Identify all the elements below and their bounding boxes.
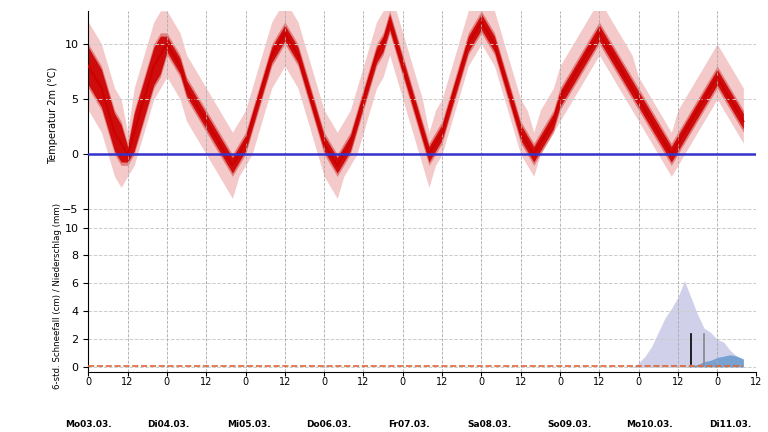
- Text: Mi05.03.: Mi05.03.: [227, 419, 270, 429]
- Text: Mo03.03.: Mo03.03.: [65, 419, 111, 429]
- Text: Do06.03.: Do06.03.: [306, 419, 352, 429]
- Text: Sa08.03.: Sa08.03.: [467, 419, 511, 429]
- Text: Di04.03.: Di04.03.: [147, 419, 190, 429]
- Y-axis label: Temperatur 2m (°C): Temperatur 2m (°C): [48, 67, 58, 164]
- Text: Mo10.03.: Mo10.03.: [626, 419, 673, 429]
- Text: Fr07.03.: Fr07.03.: [389, 419, 430, 429]
- Text: So09.03.: So09.03.: [548, 419, 591, 429]
- Text: Di11.03.: Di11.03.: [709, 419, 751, 429]
- Y-axis label: 6-std. Schneefall (cm) / Niederschlag (mm): 6-std. Schneefall (cm) / Niederschlag (m…: [53, 203, 61, 389]
